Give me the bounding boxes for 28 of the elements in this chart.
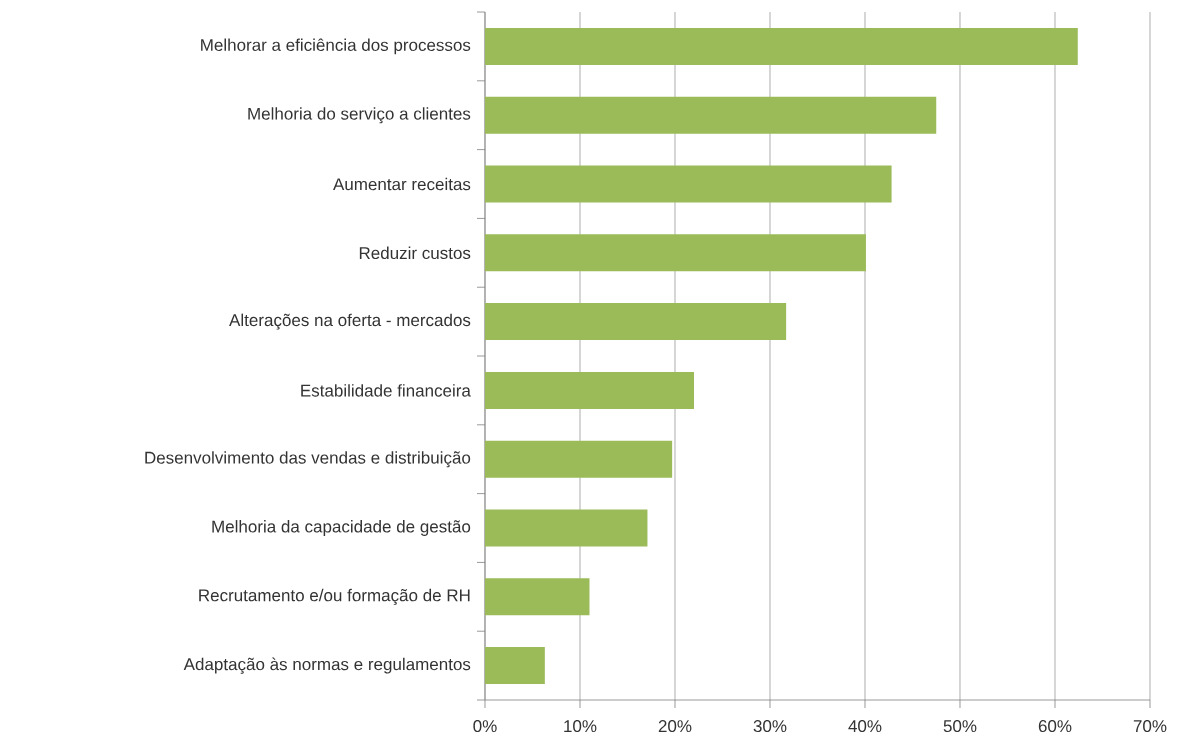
y-tick-label: Melhoria do serviço a clientes [248, 107, 471, 124]
bar [485, 440, 673, 478]
bar [485, 647, 545, 685]
y-tick-label: Aumentar receitas [333, 177, 471, 191]
x-tick-label: 20% [658, 720, 692, 733]
bar [485, 578, 590, 616]
x-tick-label: 50% [943, 720, 977, 733]
bar [485, 96, 937, 134]
bar [485, 234, 866, 272]
y-tick-label: Adaptação às normas e regulamentos [183, 657, 471, 674]
bar [485, 165, 892, 203]
y-tick-label: Melhorar a eficiência dos processos [201, 38, 471, 55]
y-tick-label: Alterações na oferta - mercados [229, 313, 471, 330]
x-tick-label: 70% [1133, 720, 1167, 733]
y-tick-label: Melhoria da capacidade de gestão [212, 520, 471, 536]
x-tick-label: 60% [1038, 720, 1072, 733]
bar [485, 27, 1078, 65]
x-tick-label: 40% [848, 720, 882, 733]
x-tick-label: 0% [473, 720, 497, 733]
x-tick-label: 10% [564, 720, 597, 733]
y-tick-label: Recrutamento e/ou formação de RH [199, 588, 470, 605]
bar [485, 509, 648, 547]
y-tick-label: Estabilidade financeira [301, 384, 471, 397]
bar [485, 371, 694, 409]
y-tick-label: Reduzir custos [359, 246, 471, 260]
bar [485, 303, 787, 341]
x-tick-label: 30% [753, 720, 787, 733]
y-tick-label: Desenvolvimento das vendas e distribuição [145, 451, 471, 468]
